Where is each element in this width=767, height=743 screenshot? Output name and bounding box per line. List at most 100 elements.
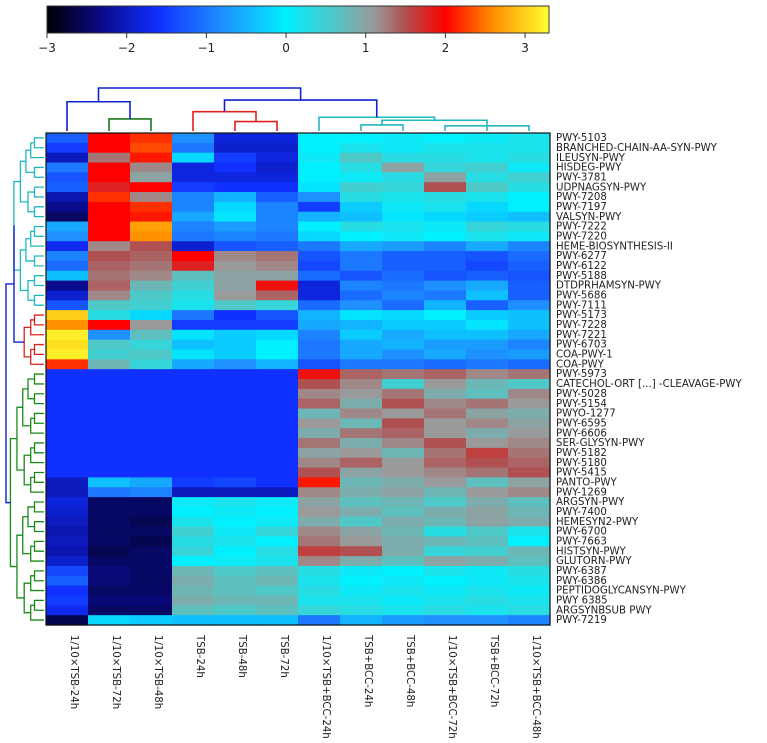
heatmap-cell <box>466 369 509 380</box>
heatmap-cell <box>382 310 425 321</box>
heatmap-cell <box>172 329 215 341</box>
heatmap-cell <box>256 516 299 528</box>
heatmap-cell <box>382 192 425 203</box>
heatmap-cell <box>46 457 89 469</box>
heatmap-cell <box>340 398 383 410</box>
row-label: PWY-5154 <box>556 399 607 410</box>
heatmap-cell <box>130 310 173 321</box>
row-dendrogram-branch <box>33 373 44 385</box>
heatmap-cell <box>298 457 341 469</box>
heatmap-cell <box>424 231 467 242</box>
heatmap-cell <box>172 605 215 616</box>
heatmap-cell <box>340 546 383 557</box>
heatmap-cell <box>214 300 257 311</box>
heatmap-cell <box>382 565 425 577</box>
heatmap-cell <box>382 546 425 557</box>
heatmap-cell <box>214 280 257 292</box>
heatmap-cell <box>130 565 173 577</box>
heatmap-cell <box>172 152 215 164</box>
heatmap-cell <box>46 260 89 272</box>
row-label: ILEUSYN-PWY <box>556 153 626 164</box>
row-label: PWY-6703 <box>556 340 607 351</box>
heatmap-cell <box>130 211 173 223</box>
heatmap-cell <box>382 438 425 449</box>
column-dendrogram-branch <box>66 100 131 131</box>
row-label: PWY-1269 <box>556 487 607 498</box>
heatmap-cell <box>46 339 89 351</box>
heatmap-cell <box>172 595 215 606</box>
heatmap-cell <box>382 477 425 488</box>
heatmap-cell <box>424 438 467 449</box>
heatmap-cell <box>340 497 383 508</box>
heatmap-cell <box>256 133 299 144</box>
heatmap-cell <box>508 192 551 203</box>
heatmap-cell <box>382 418 425 429</box>
row-dendrogram-branch <box>30 545 44 562</box>
heatmap-cell <box>172 142 215 154</box>
heatmap-cell <box>46 162 89 173</box>
heatmap-cell <box>340 231 383 242</box>
heatmap-cell <box>130 192 173 203</box>
heatmap-cell <box>256 585 299 597</box>
row-dendrogram-branch <box>27 279 35 301</box>
heatmap-cell <box>298 487 341 498</box>
row-label: PWY-6700 <box>556 527 607 538</box>
heatmap-cell <box>298 300 341 311</box>
heatmap-cell <box>298 615 341 626</box>
heatmap-cell <box>340 339 383 351</box>
row-label: CATECHOL-ORT [...] -CLEAVAGE-PWY <box>556 379 742 390</box>
heatmap-cell <box>172 556 215 567</box>
row-dendrogram-branch <box>5 283 14 504</box>
heatmap-cell <box>424 398 467 410</box>
row-label: PWY-5028 <box>556 389 607 400</box>
heatmap-cell <box>424 565 467 577</box>
row-label: PWY-5415 <box>556 468 607 479</box>
row-label: PWY-5173 <box>556 310 607 321</box>
heatmap-cell <box>424 319 467 331</box>
heatmap-cell <box>508 575 551 587</box>
heatmap-cell <box>298 428 341 439</box>
row-label: PWY-5686 <box>556 291 607 302</box>
heatmap-cell <box>214 260 257 272</box>
heatmap-cell <box>130 172 173 183</box>
heatmap-cell <box>88 221 131 232</box>
heatmap-cell <box>46 152 89 164</box>
heatmap-cell <box>88 556 131 567</box>
heatmap-cell <box>340 162 383 173</box>
heatmap-cell <box>382 516 425 528</box>
row-dendrogram-branch <box>30 604 44 621</box>
heatmap-cell <box>46 379 89 390</box>
heatmap-cell <box>88 575 131 587</box>
heatmap-cell <box>508 428 551 439</box>
heatmap-cell <box>256 251 299 262</box>
colorbar-gradient <box>46 5 550 34</box>
heatmap-cell <box>382 142 425 154</box>
heatmap-cell <box>130 398 173 410</box>
heatmap-cell <box>298 310 341 321</box>
heatmap-cell <box>214 231 257 242</box>
heatmap-cell <box>424 260 467 272</box>
heatmap-cell <box>88 487 131 498</box>
heatmap-cell <box>466 506 509 518</box>
heatmap-cell <box>46 388 89 400</box>
colorbar-tick-label: 3 <box>521 41 529 55</box>
row-dendrogram-branch <box>33 255 44 267</box>
heatmap-cell <box>130 319 173 331</box>
heatmap-cell <box>382 487 425 498</box>
heatmap-cell <box>298 133 341 144</box>
heatmap-cell <box>382 241 425 252</box>
heatmap-cell <box>508 329 551 341</box>
heatmap-cell <box>298 241 341 252</box>
heatmap-cell <box>256 379 299 390</box>
column-label: TSB+BCC-24h <box>362 634 373 707</box>
row-dendrogram-branch <box>13 180 21 271</box>
heatmap-cell <box>256 447 299 459</box>
heatmap-cell <box>214 241 257 252</box>
heatmap-cell <box>88 388 131 400</box>
heatmap-cell <box>130 359 173 370</box>
heatmap-cell <box>424 447 467 459</box>
row-dendrogram-branch <box>33 186 44 198</box>
heatmap-cell <box>340 260 383 272</box>
row-dendrogram-branch <box>33 206 44 218</box>
heatmap-cell <box>46 290 89 301</box>
